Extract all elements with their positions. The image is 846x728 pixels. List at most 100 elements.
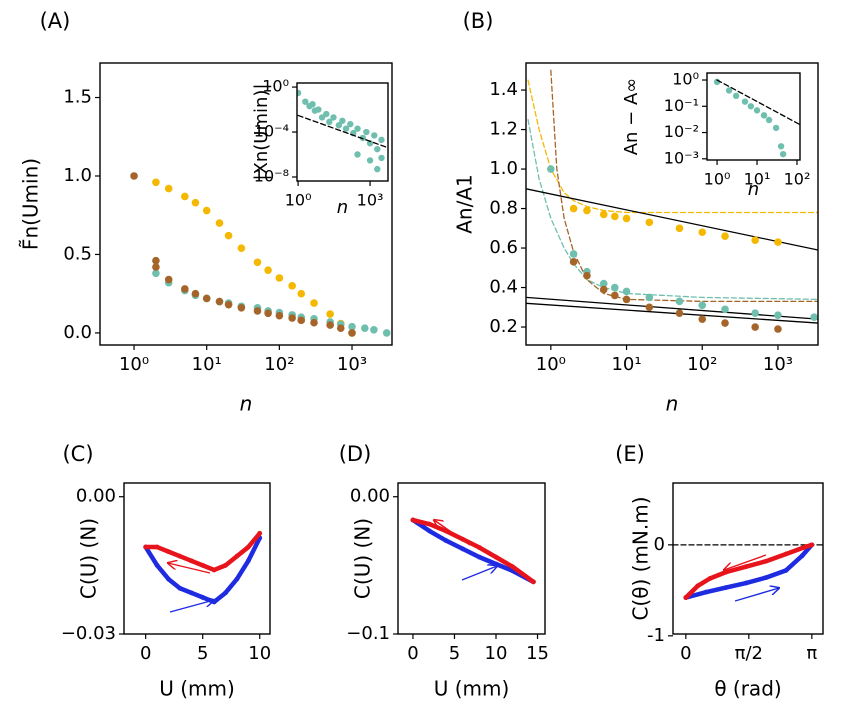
data-point xyxy=(188,590,194,596)
y-axis-label: An/A1 xyxy=(453,174,477,234)
x-tick-label: 10 xyxy=(485,643,508,664)
data-point xyxy=(234,553,240,559)
data-point xyxy=(753,107,761,114)
frame xyxy=(706,72,801,161)
y-tick-label: 0.4 xyxy=(489,277,518,298)
data-point xyxy=(330,114,337,121)
y-tick-label: 0.00 xyxy=(350,486,390,507)
data-point xyxy=(164,275,173,284)
data-point xyxy=(765,116,773,124)
x-tick-label: 0 xyxy=(680,643,691,664)
data-point xyxy=(264,309,272,318)
panel-label: (E) xyxy=(615,442,645,466)
data-point xyxy=(599,279,608,288)
data-point xyxy=(530,579,536,585)
data-point xyxy=(342,125,350,132)
x-axis-label: U (mm) xyxy=(159,677,235,701)
data-point xyxy=(698,315,707,323)
panel-label: (D) xyxy=(339,442,372,466)
data-point xyxy=(803,544,809,550)
data-point xyxy=(747,103,755,110)
data-point xyxy=(378,136,385,144)
data-point xyxy=(154,562,160,568)
data-point xyxy=(382,329,391,337)
data-point xyxy=(347,120,354,128)
data-point xyxy=(675,224,684,233)
plot-area xyxy=(410,517,536,585)
y-tick-label: −0.1 xyxy=(346,623,390,644)
series-line xyxy=(683,542,815,600)
data-point xyxy=(245,544,251,550)
panel-label: (B) xyxy=(463,9,494,33)
plot-area xyxy=(297,89,388,173)
x-tick-label: 10³ xyxy=(337,354,367,375)
data-point xyxy=(721,319,729,327)
x-tick-label: 10¹ xyxy=(192,354,222,375)
data-point xyxy=(493,561,499,567)
data-point xyxy=(611,283,619,292)
series-line xyxy=(526,302,818,324)
y-axis-label: C(U) (N) xyxy=(351,518,375,599)
data-point xyxy=(763,558,769,564)
frame xyxy=(672,482,824,635)
data-point xyxy=(703,589,709,595)
data-point xyxy=(443,538,449,544)
data-point xyxy=(799,553,805,559)
data-point xyxy=(410,517,416,523)
data-point xyxy=(725,87,733,94)
data-point xyxy=(583,206,591,215)
data-point xyxy=(335,122,343,129)
y-axis-label: C(θ) (mN.m) xyxy=(629,496,653,620)
data-point xyxy=(774,325,782,333)
data-point xyxy=(152,178,160,187)
data-point xyxy=(743,564,749,570)
data-point xyxy=(374,165,381,173)
data-point xyxy=(707,576,713,581)
data-point xyxy=(741,98,749,105)
data-point xyxy=(698,228,707,237)
data-point xyxy=(297,289,306,298)
y-tick-label: 10⁻³ xyxy=(664,148,699,167)
y-tick-label: −0.03 xyxy=(61,623,116,644)
x-tick-label: 10³ xyxy=(357,191,384,210)
data-point xyxy=(599,210,608,219)
data-point xyxy=(211,599,217,605)
data-point xyxy=(569,258,578,266)
x-tick-label: 10⁰ xyxy=(536,354,566,375)
data-point xyxy=(675,297,684,306)
data-point xyxy=(257,530,263,536)
data-point xyxy=(288,282,296,290)
data-point xyxy=(130,172,138,180)
data-point xyxy=(645,218,654,227)
panel: 10⁰ 10³ 10⁰ 10⁻⁴ 10⁻⁸ n |Xn(Umin)| xyxy=(251,77,389,218)
y-axis-label: F̃n(Umin) xyxy=(19,158,43,250)
x-tick-label: 10⁰ xyxy=(285,191,312,210)
data-point xyxy=(152,263,160,271)
data-point xyxy=(763,575,769,581)
data-point xyxy=(253,258,262,267)
inset-background xyxy=(297,83,388,181)
plot-area xyxy=(130,172,391,337)
data-point xyxy=(224,231,233,240)
y-tick-label: 10⁰ xyxy=(262,77,289,96)
x-axis-label: n xyxy=(240,392,253,416)
data-point xyxy=(743,580,749,586)
y-tick-label: 0 xyxy=(654,534,665,555)
data-point xyxy=(223,562,228,568)
data-point xyxy=(288,314,296,322)
data-point xyxy=(152,269,160,278)
data-point xyxy=(569,204,578,213)
data-point xyxy=(675,309,684,318)
y-tick-label: 0.6 xyxy=(489,237,518,258)
x-tick-label: π/2 xyxy=(735,643,763,664)
series-line xyxy=(716,79,800,126)
data-point xyxy=(237,244,246,252)
y-tick-label: 10⁰ xyxy=(672,70,699,89)
data-point xyxy=(191,198,200,207)
arrow xyxy=(168,563,211,574)
series-line xyxy=(683,542,815,600)
data-point xyxy=(683,595,689,601)
data-point xyxy=(297,89,302,97)
data-point xyxy=(310,299,318,307)
plot-area xyxy=(713,78,800,158)
